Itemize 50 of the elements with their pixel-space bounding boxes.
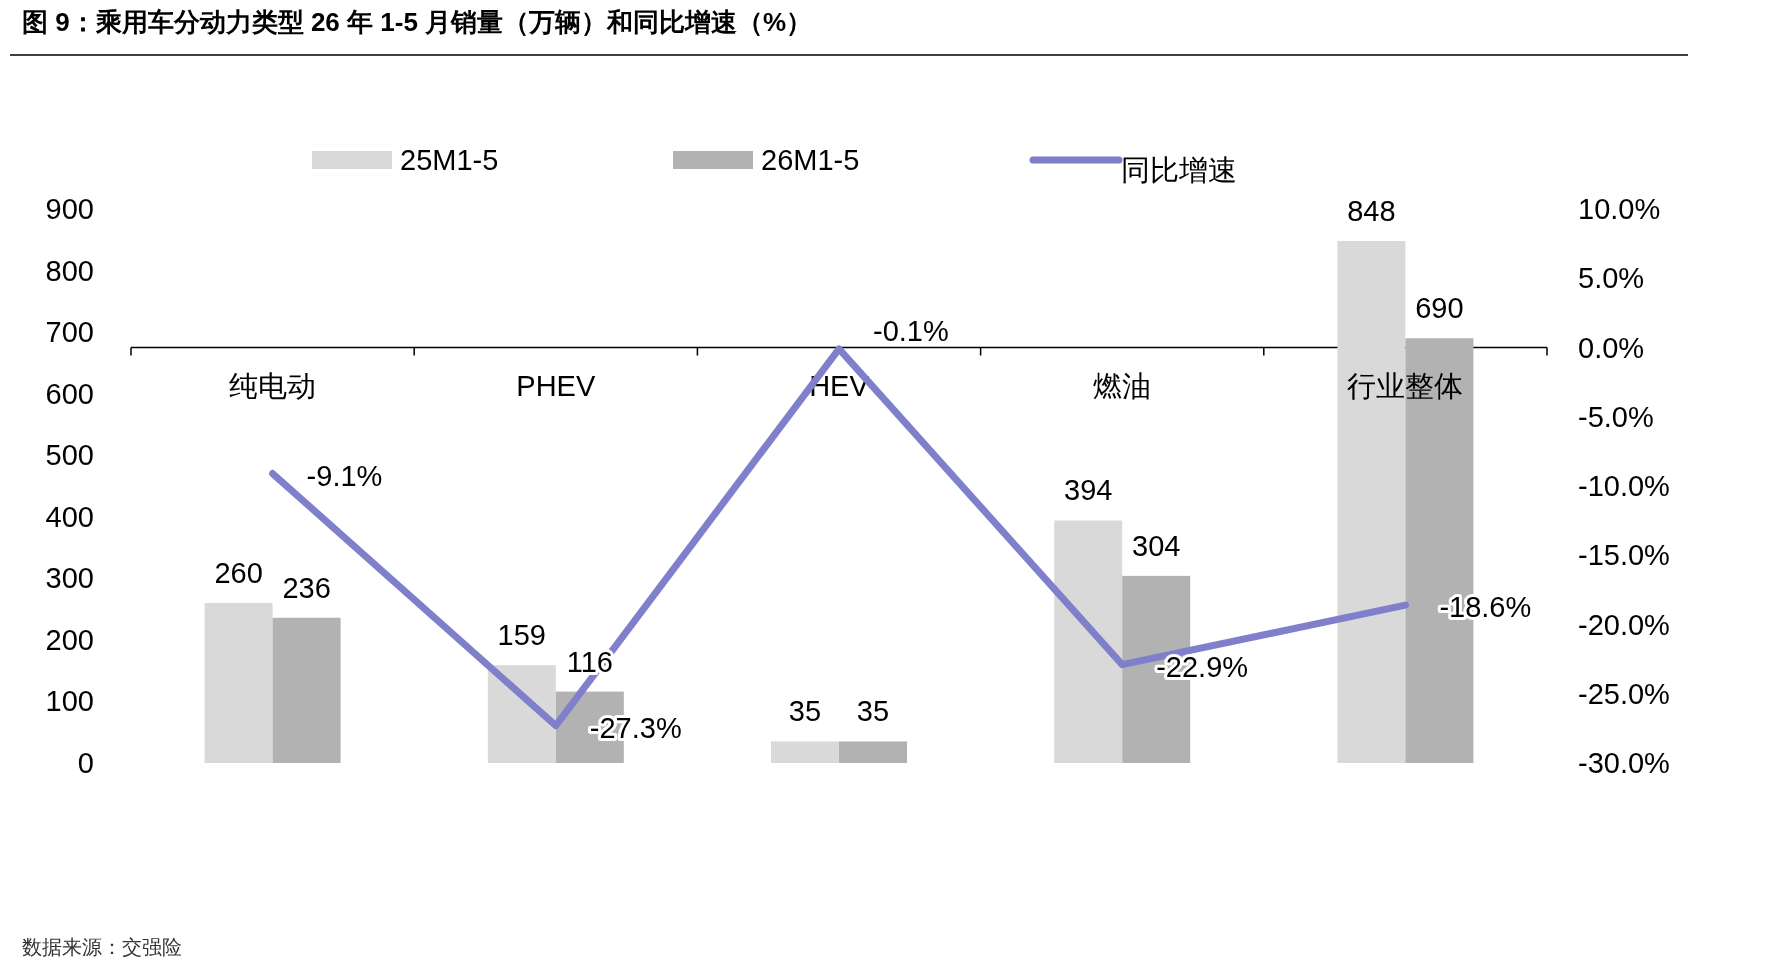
data-label: 394 [1064,474,1113,507]
y2-tick-label: -25.0% [1578,677,1670,710]
legend-label: 25M1-5 [400,144,499,176]
data-label: 35 [788,695,822,728]
y2-tick-label: 10.0% [1578,193,1661,225]
data-label: 848 [1347,195,1396,228]
data-label: -22.9% [1156,650,1249,683]
data-label: 159 [497,619,546,652]
source-note: 数据来源：交强险 [22,936,182,958]
y-tick-label: 500 [45,439,94,472]
data-label: -18.6% [1439,591,1532,624]
y-tick-label: 200 [45,623,94,656]
y-tick-label: 0 [77,747,94,779]
data-label: 690 [1415,292,1464,325]
chart-title: 图 9：乘用车分动力类型 26 年 1-5 月销量（万辆）和同比增速（%） [22,7,813,37]
data-label: 304 [1132,529,1181,562]
data-label: -9.1% [306,459,383,492]
y-tick-label: 700 [45,316,94,349]
x-tick-label: PHEV [516,369,596,402]
data-label: 116 [566,645,613,678]
y2-tick-label: 0.0% [1578,331,1645,364]
bar [839,741,907,763]
data-label: -0.1% [873,314,949,347]
data-label: 35 [856,695,890,728]
x-tick-label: 燃油 [1093,369,1152,402]
bar [1054,520,1123,763]
legend-label: 26M1-5 [761,144,860,176]
y2-tick-label: -20.0% [1578,608,1670,641]
y-tick-label: 100 [45,685,94,718]
y-tick-label: 600 [45,377,94,410]
bar [272,617,341,763]
data-label: 260 [214,556,263,589]
y2-tick-label: -5.0% [1578,400,1654,433]
data-label: -27.3% [589,711,682,744]
data-label: 236 [282,571,331,604]
bar [771,741,839,763]
y2-tick-label: -10.0% [1578,470,1670,502]
bar [1337,241,1406,763]
y2-tick-label: 5.0% [1578,262,1645,295]
x-tick-label: 行业整体 [1347,369,1464,402]
legend-label: 同比增速 [1121,154,1237,186]
bar [487,665,556,763]
y2-tick-label: -30.0% [1578,747,1670,779]
x-tick-label: 纯电动 [229,369,317,402]
bar [204,602,273,763]
y2-tick-label: -15.0% [1578,539,1670,572]
y-tick-label: 400 [45,500,94,533]
y-tick-label: 900 [45,193,94,225]
y-tick-label: 800 [45,254,94,287]
y-tick-label: 300 [45,562,94,595]
